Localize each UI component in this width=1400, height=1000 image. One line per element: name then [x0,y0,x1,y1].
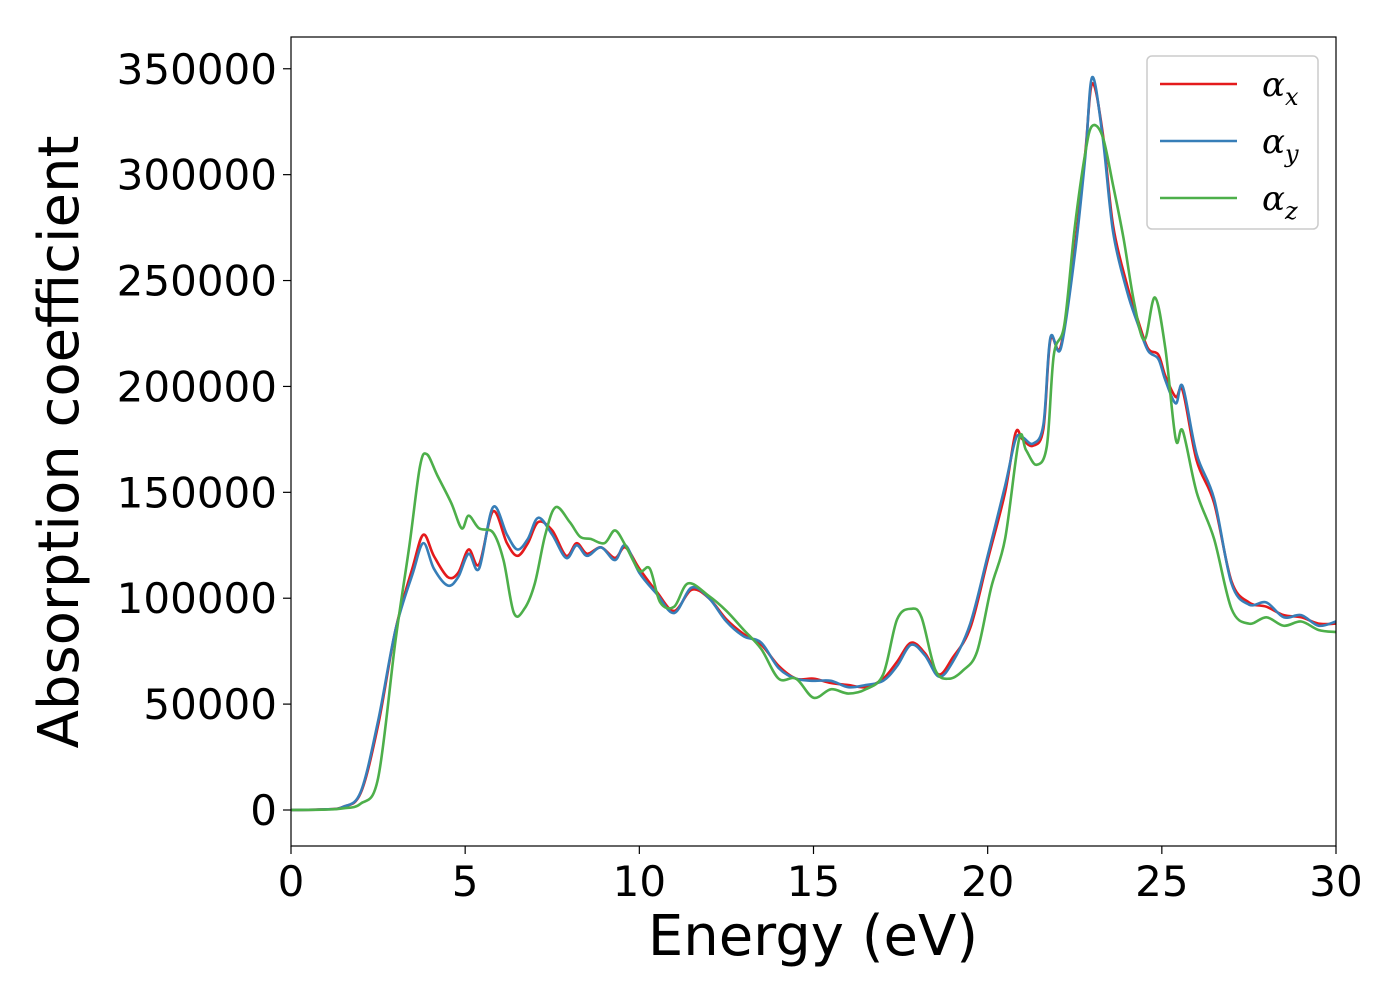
series-line-z [290,123,1337,812]
y-axis-ticks: 0 50000 100000 150000 200000 250000 300000 3500… [117,45,291,835]
series-layer [290,75,1337,812]
y-tick-label: 350000 [117,45,277,94]
legend-subscript-z: z [1284,197,1298,225]
legend-box [1146,55,1319,230]
x-tick-label: 0 [278,857,305,906]
y-tick-label: 250000 [117,257,277,306]
series-line-y [290,75,1337,812]
y-tick-label: 200000 [117,362,277,411]
y-tick-label: 50000 [143,680,277,729]
y-tick-label: 300000 [117,151,277,200]
x-tick-label: 15 [787,857,840,906]
x-tick-label: 20 [961,857,1014,906]
x-tick-label: 10 [613,857,666,906]
x-axis-ticks: 0 5 10 15 20 25 30 [278,846,1363,906]
y-tick-label: 100000 [117,574,277,623]
x-tick-label: 5 [452,857,479,906]
y-tick-label: 150000 [117,468,277,517]
x-tick-label: 25 [1135,857,1188,906]
legend-subscript-x: x [1285,83,1299,111]
x-tick-label: 30 [1309,857,1362,906]
legend-subscript-y: y [1284,140,1299,168]
x-axis-label: Energy (eV) [648,904,978,969]
y-axis-label: Absorption coefficient [27,136,92,749]
y-tick-label: 0 [250,786,277,835]
